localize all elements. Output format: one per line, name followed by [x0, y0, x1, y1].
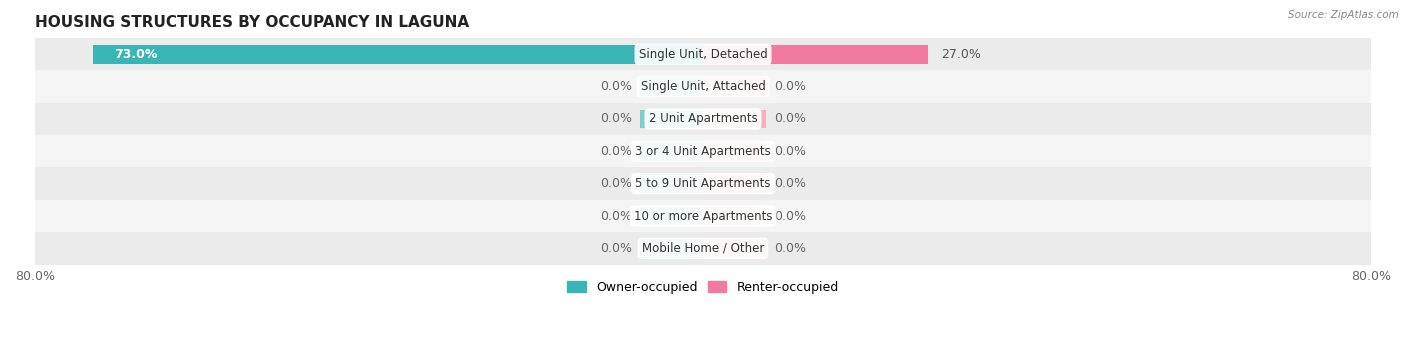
Text: 10 or more Apartments: 10 or more Apartments [634, 209, 772, 223]
Text: Single Unit, Attached: Single Unit, Attached [641, 80, 765, 93]
Bar [703, 207, 766, 225]
Bar [703, 45, 928, 64]
Bar [640, 174, 703, 193]
Text: 0.0%: 0.0% [600, 242, 633, 255]
Text: Mobile Home / Other: Mobile Home / Other [641, 242, 765, 255]
Text: 5 to 9 Unit Apartments: 5 to 9 Unit Apartments [636, 177, 770, 190]
Bar [640, 109, 703, 128]
Bar [640, 207, 703, 225]
Text: 0.0%: 0.0% [773, 80, 806, 93]
Bar [93, 45, 703, 64]
Text: 0.0%: 0.0% [600, 177, 633, 190]
Bar [35, 232, 1371, 265]
Bar [703, 109, 766, 128]
Bar [640, 239, 703, 258]
Bar [35, 38, 1371, 71]
Bar [703, 174, 766, 193]
Legend: Owner-occupied, Renter-occupied: Owner-occupied, Renter-occupied [562, 276, 844, 299]
Bar [640, 77, 703, 96]
Bar [35, 135, 1371, 167]
Bar [35, 167, 1371, 200]
Bar [640, 142, 703, 161]
Text: 0.0%: 0.0% [600, 80, 633, 93]
Text: Single Unit, Detached: Single Unit, Detached [638, 48, 768, 61]
Text: 0.0%: 0.0% [773, 242, 806, 255]
Text: 73.0%: 73.0% [114, 48, 157, 61]
Text: 27.0%: 27.0% [941, 48, 981, 61]
Text: 0.0%: 0.0% [773, 145, 806, 158]
Bar [35, 103, 1371, 135]
Text: Source: ZipAtlas.com: Source: ZipAtlas.com [1288, 10, 1399, 20]
Text: 0.0%: 0.0% [600, 113, 633, 125]
Text: HOUSING STRUCTURES BY OCCUPANCY IN LAGUNA: HOUSING STRUCTURES BY OCCUPANCY IN LAGUN… [35, 15, 470, 30]
Bar [703, 239, 766, 258]
Text: 0.0%: 0.0% [773, 177, 806, 190]
Text: 0.0%: 0.0% [600, 209, 633, 223]
Text: 0.0%: 0.0% [600, 145, 633, 158]
Text: 3 or 4 Unit Apartments: 3 or 4 Unit Apartments [636, 145, 770, 158]
Bar [35, 71, 1371, 103]
Bar [703, 142, 766, 161]
Text: 0.0%: 0.0% [773, 209, 806, 223]
Bar [703, 77, 766, 96]
Text: 0.0%: 0.0% [773, 113, 806, 125]
Text: 2 Unit Apartments: 2 Unit Apartments [648, 113, 758, 125]
Bar [35, 200, 1371, 232]
